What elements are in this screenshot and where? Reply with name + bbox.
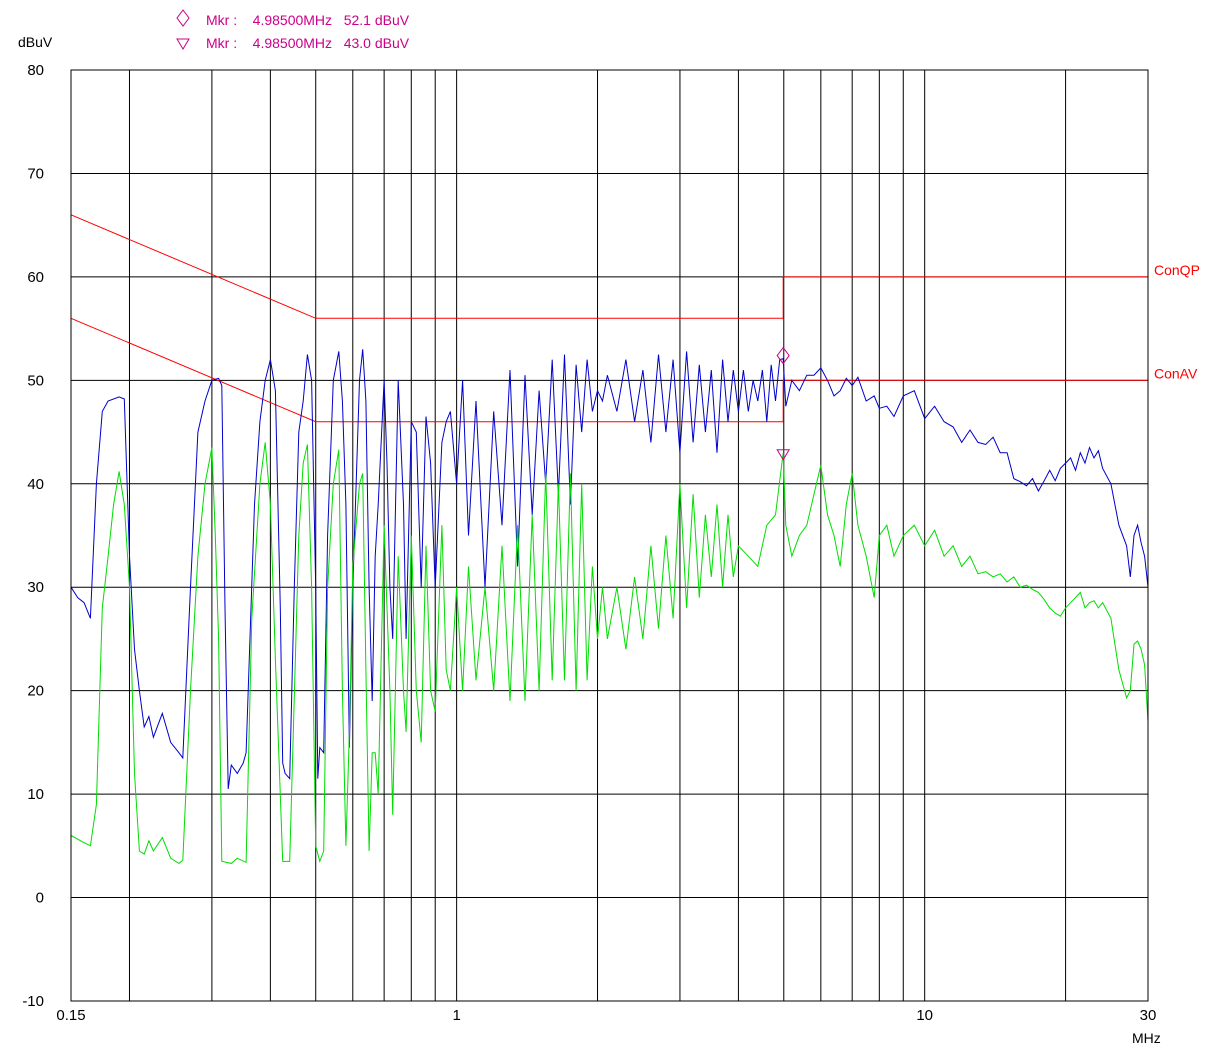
y-tick-label: 0	[36, 890, 44, 907]
marker-1-readout: Mkr : 4.98500MHz 52.1 dBuV	[206, 12, 410, 28]
y-tick-label: 70	[27, 165, 44, 182]
peak-marker-diamond	[776, 346, 790, 365]
limit-lines: ConQP ConAV	[70, 214, 1200, 423]
x-tick-label: 10	[916, 1007, 933, 1024]
y-tick-label: 40	[27, 476, 44, 493]
x-tick-label: 0.15	[56, 1007, 85, 1024]
grid-layer	[71, 69, 1148, 1002]
x-axis-unit-label: MHz	[1132, 1030, 1161, 1046]
y-tick-label: 50	[27, 372, 44, 389]
plot-area-frame	[70, 69, 1149, 1002]
y-tick-label: 10	[27, 786, 44, 803]
y-tick-label: 30	[27, 579, 44, 596]
series-line-average	[70, 442, 1149, 865]
y-tick-label: 80	[27, 62, 44, 79]
y-tick-label: -10	[22, 993, 44, 1010]
diamond-marker-icon	[176, 9, 190, 27]
x-tick-label: 30	[1140, 1007, 1157, 1024]
limit-label-conqp: ConQP	[1154, 262, 1200, 278]
marker-2-readout: Mkr : 4.98500MHz 43.0 dBuV	[206, 35, 410, 51]
marker-legend: Mkr : 4.98500MHz 52.1 dBuV Mkr : 4.98500…	[176, 9, 410, 51]
limit-line-conqp	[70, 214, 1148, 319]
y-tick-label: 60	[27, 269, 44, 286]
series-line-peak	[70, 349, 1149, 789]
x-tick-label: 1	[452, 1007, 460, 1024]
y-tick-label: 20	[27, 683, 44, 700]
limit-line-conav	[70, 317, 1148, 423]
y-axis-unit-label: dBuV	[18, 34, 53, 50]
marker-layer	[776, 346, 791, 461]
average-marker-triangle	[776, 449, 791, 461]
limit-label-conav: ConAV	[1154, 365, 1198, 381]
data-series	[70, 349, 1149, 865]
triangle-marker-icon	[176, 38, 190, 50]
tick-labels: 80 70 60 50 40 30 20 10 0 -10 0.15 1 10 30	[22, 62, 1156, 1024]
